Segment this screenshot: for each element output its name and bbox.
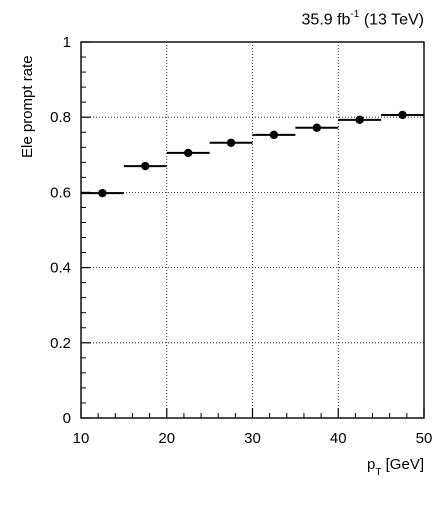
y-tick-label: 0.4 (50, 260, 71, 277)
y-axis-label: Ele prompt rate (19, 55, 36, 158)
tick-labels: 10 20 30 40 50 0 0.2 0.4 0.6 0.8 1 (50, 34, 432, 447)
lumi-exponent: -1 (350, 9, 360, 20)
x-axis-label-sub: T (375, 467, 382, 478)
y-tick-label: 0 (63, 410, 71, 427)
x-axis-label: pT [GeV] (367, 456, 424, 478)
data-point (269, 130, 279, 140)
grid-lines (81, 42, 424, 418)
data-point (355, 115, 364, 125)
y-tick-label: 0.2 (50, 335, 71, 352)
data-point (398, 110, 407, 120)
x-axis-label-main: p (367, 456, 376, 473)
x-tick-label: 40 (330, 430, 347, 447)
y-tick-label: 1 (63, 34, 71, 51)
x-tick-label: 10 (73, 430, 90, 447)
x-tick-label: 30 (244, 430, 261, 447)
y-tick-label: 0.6 (50, 184, 71, 201)
x-tick-label: 50 (416, 430, 433, 447)
axis-ticks (80, 41, 425, 419)
data-point (141, 161, 150, 171)
data-point (183, 148, 193, 158)
plot-frame (80, 41, 425, 419)
luminosity-label: 35.9 fb-1 (13 TeV) (301, 9, 424, 29)
lumi-value: 35.9 fb (301, 11, 351, 29)
y-tick-label: 0.8 (50, 109, 71, 126)
data-point (98, 188, 107, 198)
data-points (81, 110, 424, 198)
data-point (226, 138, 236, 147)
x-axis-label-unit: [GeV] (385, 456, 424, 473)
lumi-energy: (13 TeV) (363, 11, 424, 29)
data-point (312, 123, 322, 132)
x-tick-label: 20 (158, 430, 175, 447)
